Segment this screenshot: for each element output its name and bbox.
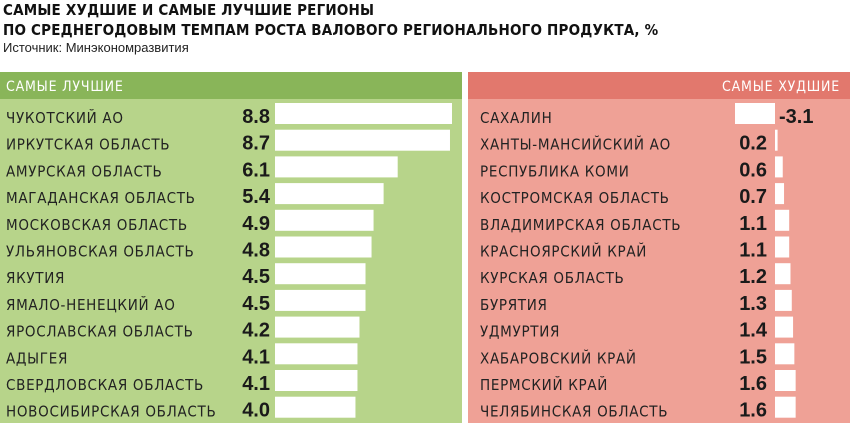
best-bar: [275, 370, 358, 391]
worst-value-label: 0.2: [739, 133, 767, 155]
best-value-label: 8.8: [242, 106, 270, 128]
worst-bar: [775, 129, 778, 151]
worst-value-label: -3.1: [779, 106, 813, 128]
worst-category-label: ЧЕЛЯБИНСКАЯ ОБЛАСТЬ: [480, 403, 668, 421]
best-value-label: 6.1: [242, 159, 270, 181]
worst-bar: [775, 370, 796, 391]
best-category-label: МАГАДАНСКАЯ ОБЛАСТЬ: [6, 189, 196, 207]
best-panel-title: САМЫЕ ЛУЧШИЕ: [6, 79, 124, 95]
best-value-label: 5.4: [242, 186, 271, 208]
worst-value-label: 1.4: [739, 320, 768, 342]
worst-bar: [775, 236, 790, 258]
worst-bar: [775, 316, 794, 338]
worst-value-label: 1.2: [739, 266, 767, 288]
worst-bar: [775, 263, 791, 285]
worst-category-label: ПЕРМСКИЙ КРАЙ: [480, 375, 608, 394]
best-bar: [275, 289, 366, 311]
worst-category-label: ХАБАРОВСКИЙ КРАЙ: [480, 348, 637, 367]
chart-title: САМЫЕ ХУДШИЕ И САМЫЕ ЛУЧШИЕ РЕГИОНЫ ПО С…: [3, 0, 658, 40]
best-panel-header: [0, 72, 462, 99]
best-value-label: 4.8: [242, 240, 270, 262]
worst-value-label: 1.1: [739, 240, 767, 262]
source-note: Источник: Минэкономразвития: [3, 40, 189, 55]
worst-bar: [775, 183, 785, 205]
best-bar: [275, 236, 372, 258]
worst-bar: [775, 289, 792, 311]
best-bar: [275, 129, 450, 151]
worst-value-label: 1.6: [739, 400, 767, 422]
worst-bar: [775, 343, 795, 365]
worst-category-label: ХАНТЫ-МАНСИЙСКИЙ АО: [480, 135, 671, 154]
best-category-label: УЛЬЯНОВСКАЯ ОБЛАСТЬ: [6, 243, 194, 261]
worst-panel-header: [468, 72, 850, 99]
best-bar: [275, 263, 366, 285]
best-category-label: АДЫГЕЯ: [6, 349, 68, 367]
best-category-label: НОВОСИБИРСКАЯ ОБЛАСТЬ: [6, 403, 216, 421]
worst-value-label: 0.7: [739, 186, 767, 208]
best-value-label: 8.7: [242, 133, 270, 155]
worst-category-label: КОСТРОМСКАЯ ОБЛАСТЬ: [480, 189, 670, 207]
best-category-label: ЯКУТИЯ: [6, 269, 65, 287]
best-bar: [275, 103, 452, 124]
best-value-label: 4.9: [242, 213, 270, 235]
best-bar: [275, 156, 398, 178]
best-category-label: ЧУКОТСКИЙ АО: [6, 108, 124, 127]
worst-value-label: 1.6: [739, 373, 767, 395]
best-category-label: АМУРСКАЯ ОБЛАСТЬ: [6, 162, 163, 180]
best-bar: [275, 209, 374, 231]
title-line-1: САМЫЕ ХУДШИЕ И САМЫЕ ЛУЧШИЕ РЕГИОНЫ: [3, 1, 375, 19]
worst-category-label: ВЛАДИМИРСКАЯ ОБЛАСТЬ: [480, 216, 681, 234]
worst-bar: [735, 103, 775, 124]
worst-panel-title: САМЫЕ ХУДШИЕ: [722, 79, 840, 95]
worst-category-label: БУРЯТИЯ: [480, 296, 548, 314]
worst-bar: [775, 396, 796, 418]
best-category-label: МОСКОВСКАЯ ОБЛАСТЬ: [6, 216, 188, 234]
best-category-label: ЯМАЛО-НЕНЕЦКИЙ АО: [6, 295, 176, 314]
best-value-label: 4.0: [242, 400, 270, 422]
worst-value-label: 1.1: [739, 213, 767, 235]
best-category-label: ИРКУТСКАЯ ОБЛАСТЬ: [6, 136, 170, 154]
worst-category-label: УДМУРТИЯ: [480, 323, 560, 341]
best-bar: [275, 396, 356, 418]
best-value-label: 4.1: [242, 346, 270, 368]
best-value-label: 4.5: [242, 266, 270, 288]
worst-category-label: КРАСНОЯРСКИЙ КРАЙ: [480, 242, 647, 261]
worst-bar: [775, 209, 790, 231]
title-line-2: ПО СРЕДНЕГОДОВЫМ ТЕМПАМ РОСТА ВАЛОВОГО Р…: [3, 21, 659, 39]
best-category-label: ЯРОСЛАВСКАЯ ОБЛАСТЬ: [6, 323, 194, 341]
worst-bar: [775, 156, 783, 178]
worst-category-label: КУРСКАЯ ОБЛАСТЬ: [480, 269, 625, 287]
worst-value-label: 0.6: [739, 159, 767, 181]
best-bar: [275, 316, 360, 338]
worst-value-label: 1.3: [739, 293, 767, 315]
best-bar: [275, 183, 384, 205]
worst-value-label: 1.5: [739, 346, 767, 368]
best-category-label: СВЕРДЛОВСКАЯ ОБЛАСТЬ: [6, 376, 204, 394]
worst-category-label: САХАЛИН: [480, 109, 552, 127]
best-value-label: 4.2: [242, 320, 270, 342]
best-bar: [275, 343, 358, 365]
best-value-label: 4.1: [242, 373, 270, 395]
worst-category-label: РЕСПУБЛИКА КОМИ: [480, 162, 630, 180]
best-value-label: 4.5: [242, 293, 270, 315]
